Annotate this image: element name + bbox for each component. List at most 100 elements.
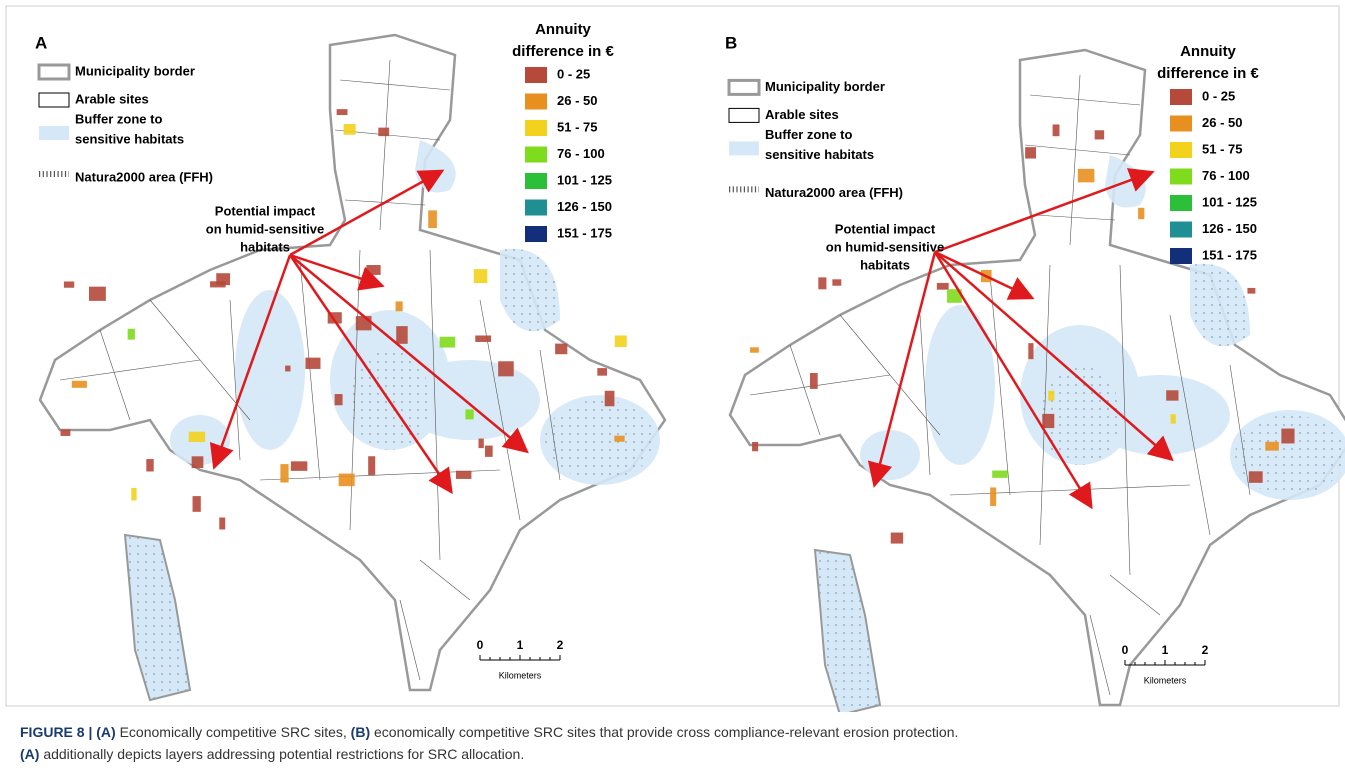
legend-swatch <box>727 78 761 96</box>
src-patch <box>614 335 627 348</box>
class-label: 151 - 175 <box>557 225 612 240</box>
src-patch <box>1281 428 1295 444</box>
annotation: on humid-sensitive <box>826 239 944 254</box>
class-swatch <box>1170 248 1192 264</box>
src-patch <box>216 273 231 286</box>
caption-line: FIGURE 8 | (A) Economically competitive … <box>20 724 958 740</box>
src-patch <box>465 409 474 420</box>
legend-swatch <box>729 141 759 156</box>
panel-label: B <box>725 33 737 52</box>
src-patch <box>947 289 962 303</box>
legend-label: Natura2000 area (FFH) <box>765 185 903 200</box>
src-patch <box>219 517 226 530</box>
scale-unit: Kilometers <box>1144 675 1187 685</box>
scale-label: 2 <box>557 638 564 652</box>
map-panel: A Municipality border Arable sites Buffer z… <box>35 21 667 702</box>
src-patch <box>818 277 827 290</box>
panel-label: A <box>35 33 47 52</box>
src-patch <box>63 281 75 288</box>
class-swatch <box>1170 195 1192 211</box>
caption-text: Economically competitive SRC sites, <box>115 724 351 740</box>
legend-label: Natura2000 area (FFH) <box>75 169 213 184</box>
legend-label: Municipality border <box>75 63 195 78</box>
src-patch <box>475 335 492 342</box>
src-patch <box>809 372 818 389</box>
src-patch <box>395 301 403 312</box>
scale-label: 1 <box>1162 643 1169 657</box>
class-swatch <box>1170 89 1192 105</box>
src-patch <box>396 326 408 344</box>
src-patch <box>327 312 342 324</box>
caption-text: FIGURE 8 | <box>20 724 97 740</box>
class-swatch <box>525 67 547 83</box>
class-label: 126 - 150 <box>1202 221 1257 236</box>
src-patch <box>752 441 759 452</box>
src-patch <box>1052 124 1060 137</box>
src-patch <box>1028 343 1034 360</box>
impact-arrow <box>289 169 445 257</box>
annuity-title: difference in € <box>512 43 614 60</box>
legend-label: sensitive habitats <box>75 131 184 146</box>
class-swatch <box>525 120 547 136</box>
src-patch <box>604 390 615 407</box>
src-patch <box>191 456 204 469</box>
src-patches <box>750 124 1295 544</box>
src-patch <box>428 210 437 229</box>
src-patch <box>992 470 1008 478</box>
src-patch <box>60 429 71 436</box>
src-patch <box>890 532 904 544</box>
src-patch <box>439 336 456 348</box>
src-patch <box>305 357 321 369</box>
legend-swatch <box>39 126 69 140</box>
src-patch <box>1170 414 1176 424</box>
legend-label: Buffer zone to <box>75 111 162 126</box>
src-patch <box>334 394 343 406</box>
scale-label: 0 <box>477 638 484 652</box>
scale-unit: Kilometers <box>499 670 542 680</box>
caption-text: economically competitive SRC sites that … <box>370 724 959 740</box>
caption-text: (A) <box>96 724 116 740</box>
src-patches <box>60 109 627 530</box>
class-label: 76 - 100 <box>557 146 605 161</box>
annotation: habitats <box>240 239 290 254</box>
src-patch <box>1042 413 1055 429</box>
legend-label: Municipality border <box>765 79 885 94</box>
class-label: 0 - 25 <box>557 66 590 81</box>
class-label: 101 - 125 <box>557 172 612 187</box>
src-patch <box>484 445 493 457</box>
src-patch <box>1025 147 1036 159</box>
src-patch <box>1166 390 1179 401</box>
class-swatch <box>525 199 547 216</box>
src-patch <box>338 473 355 487</box>
scale-label: 2 <box>1202 643 1209 657</box>
annotation: on humid-sensitive <box>206 221 324 236</box>
legend-label: sensitive habitats <box>765 147 874 162</box>
class-swatch <box>1170 115 1192 132</box>
src-patch <box>285 365 291 372</box>
src-patch <box>478 438 484 449</box>
scale-label: 1 <box>517 638 524 652</box>
caption-text: (A) <box>20 746 40 762</box>
src-patch <box>1247 287 1256 294</box>
legend-label: Buffer zone to <box>765 127 852 142</box>
src-patch <box>188 431 206 443</box>
class-swatch <box>525 226 547 242</box>
class-label: 51 - 75 <box>1202 141 1242 156</box>
src-patch <box>614 435 625 442</box>
impact-arrow <box>288 254 453 495</box>
src-patch <box>192 496 201 512</box>
caption-text: (B) <box>350 724 371 740</box>
legend-swatch <box>37 63 71 81</box>
class-label: 0 - 25 <box>1202 88 1235 103</box>
src-patch <box>131 487 137 501</box>
class-swatch <box>1170 221 1192 238</box>
class-label: 101 - 125 <box>1202 194 1257 209</box>
impact-arrow <box>934 250 1035 300</box>
scale-label: 0 <box>1122 643 1129 657</box>
caption-line: (A) additionally depicts layers addressi… <box>20 746 524 762</box>
figure: A Municipality border Arable sites Buffer z… <box>5 5 1345 712</box>
annotation: habitats <box>860 257 910 272</box>
src-patch <box>1094 130 1105 140</box>
src-patch <box>1248 471 1263 483</box>
